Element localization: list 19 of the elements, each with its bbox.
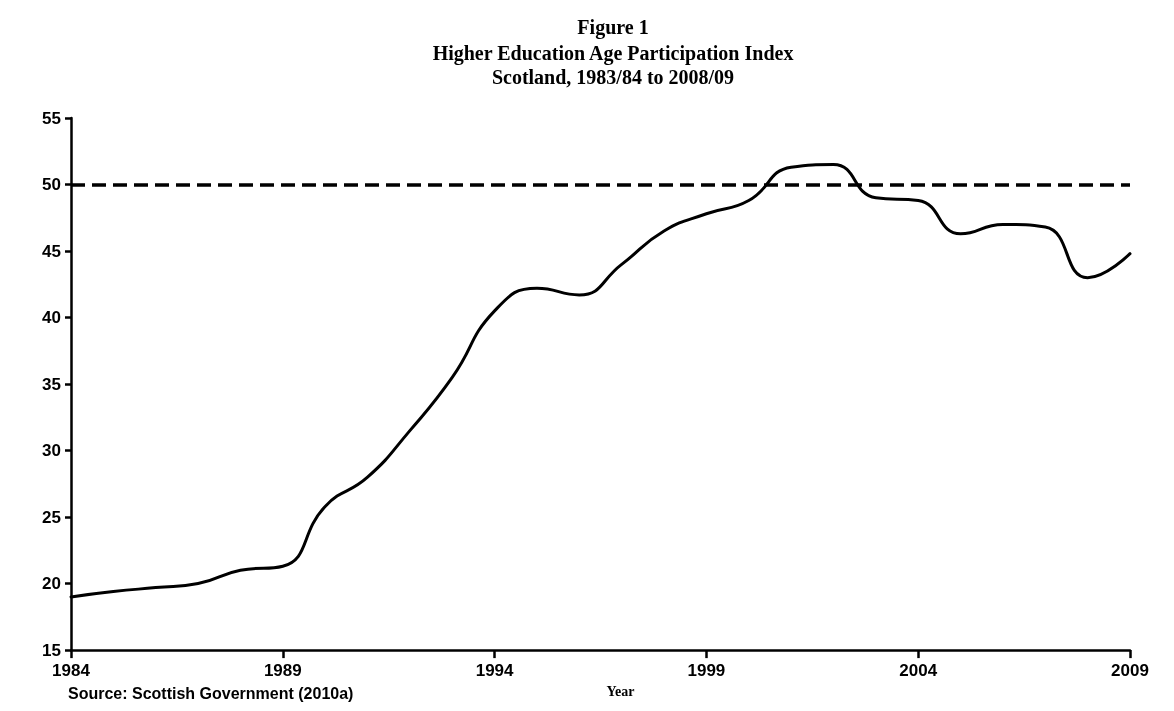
- source-note: Source: Scottish Government (2010a): [68, 684, 354, 702]
- x-tick-label: 2004: [899, 661, 938, 681]
- y-tick-label: 30: [42, 441, 61, 461]
- y-tick-label: 45: [42, 241, 61, 261]
- x-tick-label: 1994: [475, 661, 515, 681]
- x-axis-title: Year: [606, 683, 635, 699]
- y-tick-label: 35: [42, 374, 61, 394]
- x-tick-label: 1989: [263, 661, 302, 681]
- y-tick-label: 40: [42, 308, 61, 328]
- y-tick-label: 25: [42, 507, 61, 527]
- x-tick-label: 1984: [52, 661, 91, 681]
- chart-title: Figure 1: [577, 16, 649, 39]
- chart-subtitle: Higher Education Age Participation Index Scotland, 1983/84 to 2008/09: [432, 42, 794, 88]
- y-tick-label: 50: [42, 175, 61, 195]
- x-tick-label: 1999: [687, 661, 726, 681]
- y-tick-label: 55: [42, 108, 61, 128]
- y-tick-label: 20: [42, 574, 61, 594]
- y-tick-label: 15: [42, 640, 61, 660]
- x-tick-label: 2009: [1111, 661, 1149, 681]
